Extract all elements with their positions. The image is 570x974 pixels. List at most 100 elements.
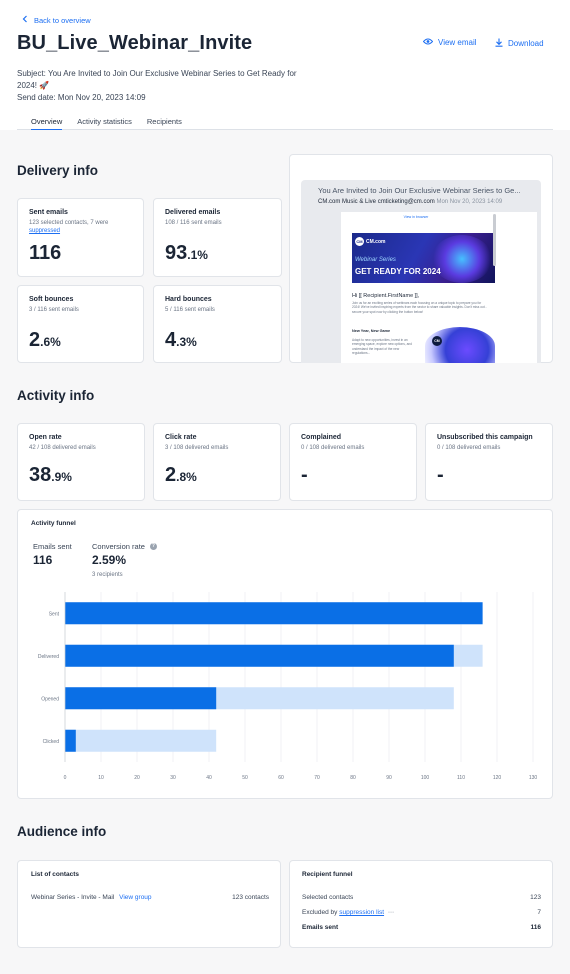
stat-value: - (437, 464, 444, 486)
help-icon[interactable]: ? (149, 543, 157, 550)
stat-subtext: 3 / 108 delivered emails (165, 445, 229, 451)
email-greeting: Hi [[ Recipient.FirstName ]], (352, 293, 420, 299)
funnel-title: Activity funnel (31, 520, 76, 527)
emails-sent-row-label: Emails sent (302, 924, 339, 931)
contact-group-name: Webinar Series - Invite - Mail View grou… (31, 894, 152, 901)
send-date: Send date: Mon Nov 20, 2023 14:09 (17, 93, 146, 102)
view-in-browser-link[interactable]: View in browser (403, 215, 429, 219)
eye-icon (422, 38, 434, 47)
email-banner: CM CM.com Webinar Series GET READY FOR 2… (352, 233, 495, 283)
x-tick-label: 70 (314, 775, 320, 781)
conversion-rate-value: 2.59% (92, 553, 127, 567)
more-icon: ⋯ (387, 910, 394, 916)
selected-contacts-value: 123 (530, 894, 541, 901)
stat-label: Soft bounces (29, 296, 74, 303)
complained-card: Complained 0 / 108 delivered emails - (289, 423, 417, 501)
email-paragraph: Adapt to new opportunities, invest in an… (352, 338, 412, 355)
view-email-button[interactable]: View email (422, 38, 477, 47)
stat-value: 38.9% (29, 464, 72, 486)
stat-label: Click rate (165, 434, 197, 441)
excluded-value: 7 (537, 909, 541, 916)
banner-subtitle: Webinar Series (355, 257, 396, 263)
soft-bounces-card: Soft bounces 3 / 116 sent emails 2.6% (17, 285, 144, 363)
stat-value: 2.8% (165, 464, 197, 486)
preview-scrollbar[interactable] (493, 214, 496, 266)
activity-info-title: Activity info (17, 388, 95, 403)
delivered-emails-card: Delivered emails 108 / 116 sent emails 9… (153, 198, 282, 277)
funnel-chart: 0 10 20 30 40 50 60 70 80 90 100 110 120 130 Sent Deliv… (38, 592, 538, 781)
email-preview-card[interactable]: You Are Invited to Join Our Exclusive We… (289, 154, 553, 363)
email-body: View in browser CM CM.com Webinar Series… (341, 212, 537, 363)
stat-subtext: 42 / 108 delivered emails (29, 445, 96, 451)
category-label: Clicked (43, 739, 60, 745)
tab-activity-statistics[interactable]: Activity statistics (77, 117, 132, 126)
stat-value: 2.6% (29, 329, 61, 351)
cm-logo: CM CM.com (355, 237, 386, 246)
x-tick-label: 40 (206, 775, 212, 781)
x-tick-label: 90 (386, 775, 392, 781)
excluded-label: Excluded by suppression list ⋯ (302, 909, 394, 916)
stat-value: 116 (29, 242, 62, 264)
emails-sent-label: Emails sent (33, 542, 72, 551)
recipient-funnel-card: Recipient funnel Selected contacts 123 E… (289, 860, 553, 948)
suppression-list-link[interactable]: suppression list (339, 909, 385, 916)
email-paragraph: Join us for an exciting series of webina… (352, 301, 487, 314)
emails-sent-value: 116 (33, 553, 53, 567)
category-label: Delivered (38, 654, 59, 660)
click-rate-card: Click rate 3 / 108 delivered emails 2.8% (153, 423, 281, 501)
banner-title: GET READY FOR 2024 (355, 267, 441, 276)
suppressed-link[interactable]: suppressed (29, 228, 61, 234)
x-tick-label: 120 (493, 775, 502, 781)
stat-label: Open rate (29, 434, 62, 441)
email-heading: New Year, New Game (352, 329, 391, 333)
x-tick-label: 60 (278, 775, 284, 781)
email-subject: Subject: You Are Invited to Join Our Exc… (17, 69, 297, 90)
stat-value: - (301, 464, 308, 486)
stat-label: Hard bounces (165, 296, 212, 303)
chevron-left-icon (22, 15, 28, 25)
stat-label: Complained (301, 434, 342, 441)
audience-info-title: Audience info (17, 824, 107, 839)
sent-emails-card: Sent emails 123 selected contacts, 7 wer… (17, 198, 144, 277)
stat-subtext: 5 / 116 sent emails (165, 307, 215, 313)
stat-subtext: 123 selected contacts, 7 were suppressed (29, 220, 109, 234)
view-group-link[interactable]: View group (119, 894, 152, 901)
tab-overview[interactable]: Overview (31, 117, 63, 130)
preview-from: CM.com Music & Live cmticketing@cm.com M… (318, 199, 503, 205)
preview-subject: You Are Invited to Join Our Exclusive We… (318, 186, 521, 195)
stat-label: Sent emails (29, 209, 68, 216)
conversion-subtext: 3 recipients (92, 572, 123, 578)
x-tick-label: 0 (64, 775, 67, 781)
banner-graphic (432, 235, 492, 283)
tab-recipients[interactable]: Recipients (146, 117, 182, 126)
funnel-bar-background (65, 729, 217, 752)
download-button[interactable]: Download (495, 38, 544, 49)
page-header (0, 0, 570, 130)
x-tick-label: 50 (242, 775, 248, 781)
funnel-bar (65, 729, 76, 752)
stat-label: Unsubscribed this campaign (437, 434, 533, 441)
funnel-bar (65, 644, 454, 667)
download-icon (495, 38, 503, 49)
open-rate-card: Open rate 42 / 108 delivered emails 38.9… (17, 423, 145, 501)
hard-bounces-card: Hard bounces 5 / 116 sent emails 4.3% (153, 285, 282, 363)
unsubscribed-card: Unsubscribed this campaign 0 / 108 deliv… (425, 423, 553, 501)
recipient-funnel-title: Recipient funnel (302, 871, 353, 878)
stat-subtext: 0 / 108 delivered emails (301, 445, 365, 451)
tab-bar: Overview Activity statistics Recipients (17, 117, 553, 130)
email-preview-frame: You Are Invited to Join Our Exclusive We… (301, 180, 541, 363)
cm-badge-icon: CM (432, 336, 442, 346)
stat-label: Delivered emails (165, 209, 221, 216)
x-tick-label: 130 (529, 775, 538, 781)
stat-subtext: 0 / 108 delivered emails (437, 445, 501, 451)
activity-funnel-card: Activity funnel Emails sent 116 Conversi… (17, 509, 553, 799)
category-label: Opened (41, 696, 59, 702)
back-to-overview-link[interactable]: Back to overview (22, 15, 91, 25)
list-of-contacts-card: List of contacts Webinar Series - Invite… (17, 860, 281, 948)
category-label: Sent (49, 611, 60, 617)
x-tick-label: 30 (170, 775, 176, 781)
x-tick-label: 110 (457, 775, 465, 781)
stat-value: 93.1% (165, 242, 208, 264)
contacts-title: List of contacts (31, 871, 80, 878)
contact-count: 123 contacts (232, 894, 269, 901)
